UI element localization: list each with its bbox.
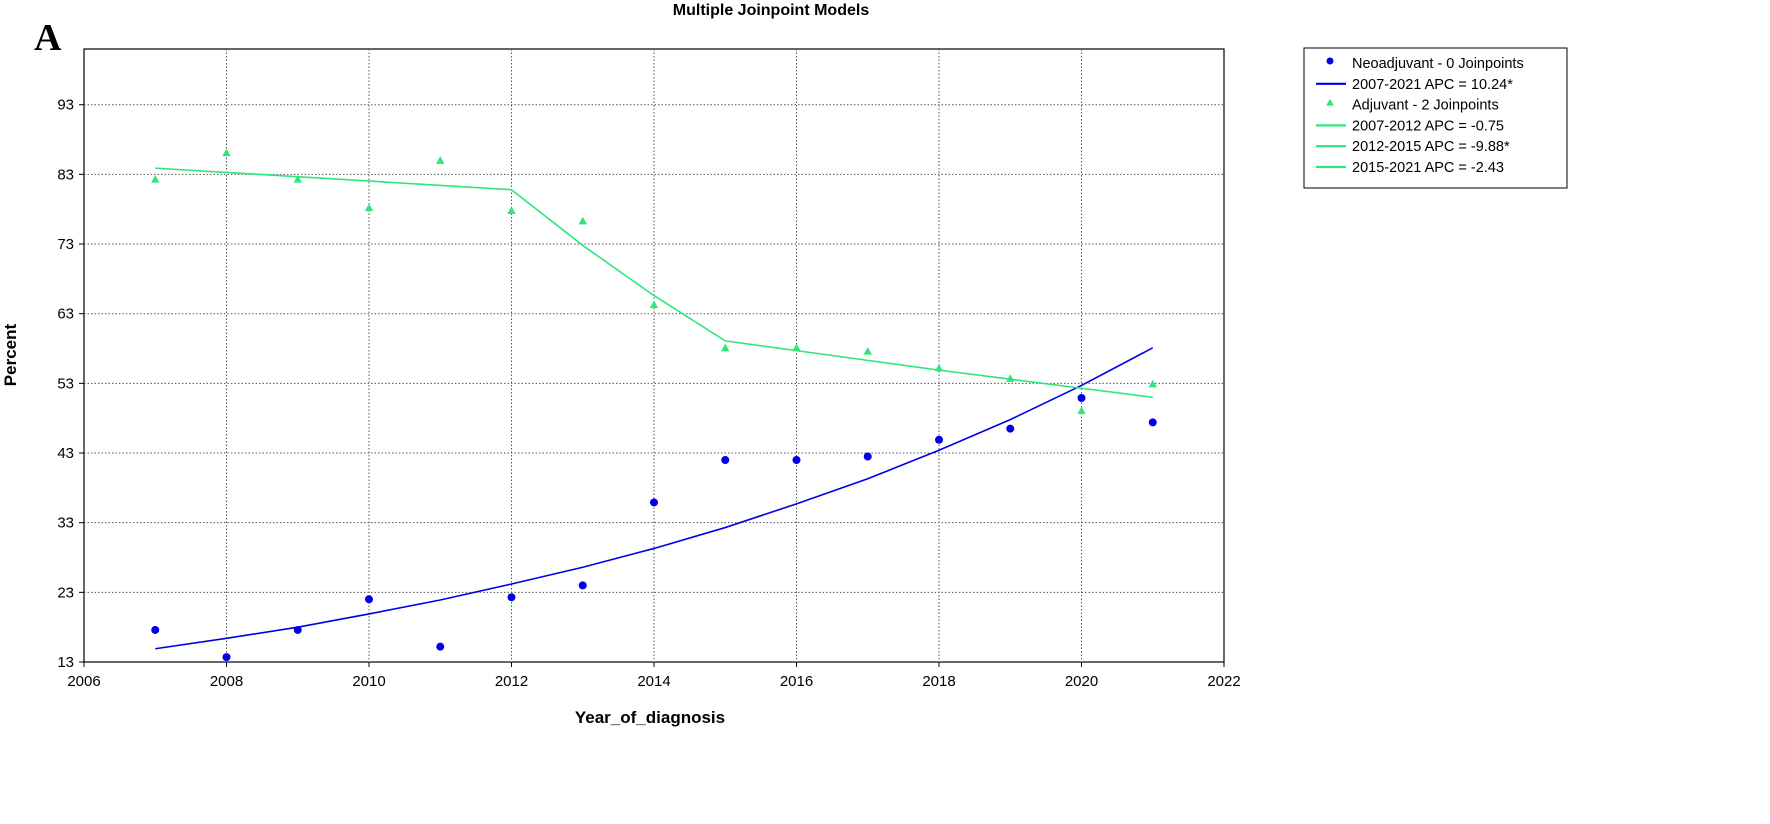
data-point — [1148, 418, 1157, 427]
x-tick-label: 2006 — [67, 673, 100, 690]
y-tick-label: 13 — [57, 654, 74, 671]
data-point — [507, 206, 516, 214]
y-tick-label: 23 — [57, 584, 74, 601]
legend: Neoadjuvant - 0 Joinpoints 2007-2021 APC … — [1303, 47, 1568, 189]
data-point — [436, 156, 445, 164]
data-point — [578, 216, 587, 225]
x-tick-label: 2010 — [352, 673, 385, 690]
y-tick-label: 63 — [57, 306, 74, 323]
data-point — [934, 363, 944, 372]
x-tick-label: 2020 — [1065, 673, 1098, 690]
fit-line — [155, 167, 512, 191]
legend-box — [1303, 47, 1568, 189]
y-tick-label: 93 — [57, 97, 74, 114]
data-point — [1077, 406, 1086, 414]
legend-label: 2015-2021 APC = -2.43 — [1352, 160, 1504, 176]
data-point — [721, 343, 730, 352]
data-point — [792, 343, 801, 352]
data-point — [1006, 374, 1015, 382]
data-point — [364, 203, 374, 212]
x-tick-label: 2008 — [210, 673, 243, 690]
y-tick-label: 73 — [57, 236, 74, 253]
data-point — [293, 175, 302, 183]
data-point — [935, 435, 943, 444]
data-point — [649, 300, 659, 309]
data-point — [863, 452, 872, 461]
legend-label: 2007-2021 APC = 10.24* — [1352, 77, 1513, 93]
legend-label: Adjuvant - 2 Joinpoints — [1352, 98, 1499, 114]
data-point — [792, 455, 801, 464]
data-point — [222, 148, 231, 157]
legend-marker — [1326, 98, 1334, 106]
legend-label: 2012-2015 APC = -9.88* — [1352, 139, 1510, 155]
grid — [84, 49, 1224, 662]
x-tick-label: 2016 — [780, 673, 813, 690]
panel-letter: A — [34, 17, 62, 59]
y-axis-title: Percent — [1, 323, 20, 386]
legend-label: 2007-2012 APC = -0.75 — [1352, 118, 1504, 134]
y-tick-label: 33 — [57, 515, 74, 532]
data-point — [721, 455, 730, 464]
data-point — [365, 595, 373, 604]
axis-ticks: 2006 2008 2010 2012 2014 2016 2018 2020 2022 13 23… — [57, 97, 1240, 690]
data-point — [1077, 393, 1086, 402]
x-tick-label: 2012 — [495, 673, 528, 690]
x-tick-label: 2022 — [1207, 673, 1240, 690]
data-point — [507, 593, 516, 602]
x-tick-label: 2018 — [922, 673, 955, 690]
chart-title: Multiple Joinpoint Models — [673, 2, 870, 19]
fit-line — [511, 189, 726, 342]
data-point — [1006, 424, 1015, 433]
legend-label: Neoadjuvant - 0 Joinpoints — [1352, 56, 1524, 72]
x-tick-label: 2014 — [637, 673, 670, 690]
x-axis-title: Year_of_diagnosis — [575, 708, 725, 727]
data-point — [151, 175, 160, 183]
data-point — [863, 347, 872, 355]
data-point — [222, 653, 231, 662]
y-tick-label: 43 — [57, 445, 74, 462]
data-point — [578, 581, 587, 590]
data-point — [293, 625, 302, 634]
data-point — [151, 625, 160, 634]
data-marks — [151, 148, 1157, 662]
data-point — [436, 642, 445, 651]
y-tick-label: 83 — [57, 166, 74, 183]
fit-line — [155, 347, 1154, 650]
y-tick-label: 53 — [57, 375, 74, 392]
data-point — [650, 498, 658, 507]
legend-marker — [1326, 57, 1334, 65]
data-point — [1148, 379, 1157, 388]
